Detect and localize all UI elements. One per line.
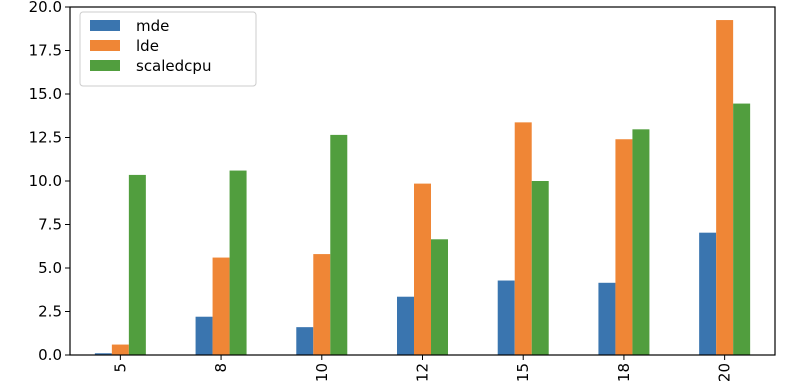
bar-mde-8	[195, 316, 213, 355]
y-tick-label: 7.5	[38, 216, 62, 234]
y-tick-label: 20.0	[29, 0, 62, 16]
legend-swatch-mde	[90, 20, 120, 31]
bar-scaledcpu-5	[128, 174, 146, 355]
y-tick-label: 0.0	[38, 346, 62, 364]
bar-lde-15	[514, 122, 532, 355]
y-tick-label: 12.5	[29, 129, 62, 147]
bar-mde-12	[397, 296, 414, 355]
x-axis: 5 8 10 12 15 18 20	[111, 355, 734, 382]
bar-scaledcpu-18	[632, 129, 650, 355]
bar-mde-10	[296, 327, 314, 355]
bar-lde-18	[615, 139, 633, 355]
bar-scaledcpu-15	[531, 181, 549, 355]
y-tick-label: 17.5	[29, 42, 62, 60]
y-tick-label: 10.0	[29, 172, 62, 190]
x-tick-label: 10	[313, 363, 331, 382]
bar-mde-20	[699, 232, 717, 355]
bar-lde-20	[716, 20, 734, 356]
bar-scaledcpu-20	[733, 103, 751, 355]
legend-label-scaledcpu: scaledcpu	[136, 57, 211, 75]
legend-swatch-scaledcpu	[90, 60, 120, 71]
x-tick-label: 12	[414, 363, 432, 382]
bar-lde-12	[414, 183, 431, 355]
x-tick-label: 8	[212, 363, 230, 373]
y-tick-label: 5.0	[38, 259, 62, 277]
bar-lde-10	[313, 254, 331, 355]
bar-scaledcpu-8	[229, 170, 247, 355]
y-tick-label: 2.5	[38, 303, 62, 321]
bar-mde-18	[598, 282, 616, 355]
legend-label-lde: lde	[136, 37, 159, 55]
y-axis: 0.0 2.5 5.0 7.5 10.0 12.5 15.0 17.5 20.0	[29, 0, 70, 364]
bar-lde-5	[111, 344, 129, 355]
bar-scaledcpu-12	[431, 239, 448, 355]
bars-layer	[94, 20, 751, 356]
legend-swatch-lde	[90, 40, 120, 51]
x-tick-label: 18	[615, 363, 633, 382]
y-tick-label: 15.0	[29, 85, 62, 103]
legend-label-mde: mde	[136, 17, 169, 35]
x-tick-label: 5	[111, 363, 129, 373]
x-tick-label: 15	[514, 363, 532, 382]
legend: mde lde scaledcpu	[79, 11, 257, 87]
bar-scaledcpu-10	[330, 134, 348, 355]
x-tick-label: 20	[716, 363, 734, 382]
bar-mde-5	[94, 353, 112, 355]
bar-mde-15	[497, 280, 515, 355]
legend-box	[79, 11, 257, 87]
bar-lde-8	[212, 257, 230, 355]
